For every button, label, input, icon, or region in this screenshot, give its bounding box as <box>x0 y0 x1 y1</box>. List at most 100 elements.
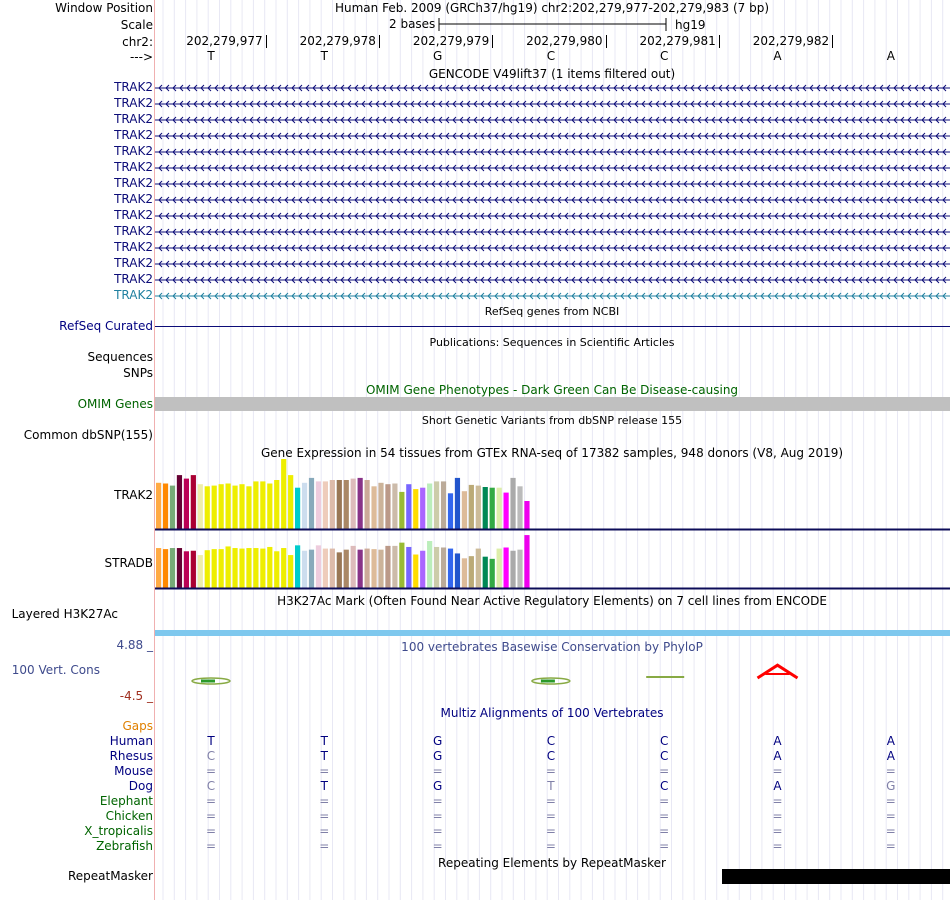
gtex-bar[interactable] <box>385 484 391 529</box>
gtex-bar[interactable] <box>434 481 440 529</box>
h3k27ac-label[interactable]: Layered H3K27Ac <box>11 607 118 621</box>
gtex-bar[interactable] <box>482 487 488 529</box>
gtex-bar[interactable] <box>378 482 384 529</box>
gtex-bar[interactable] <box>176 475 183 529</box>
gtex-bar[interactable] <box>246 548 252 588</box>
gtex-bar[interactable] <box>190 550 196 588</box>
gtex-bar[interactable] <box>343 549 349 588</box>
gtex-bar[interactable] <box>162 549 169 588</box>
gencode-transcript-label[interactable]: TRAK2 <box>114 288 153 302</box>
gtex-bar[interactable] <box>190 475 196 529</box>
gtex-bar[interactable] <box>239 484 245 529</box>
gtex-bar[interactable] <box>267 483 273 530</box>
gtex-bar[interactable] <box>281 548 287 588</box>
gtex-bar[interactable] <box>169 485 176 529</box>
gtex-bar[interactable] <box>204 550 210 588</box>
gtex-bar[interactable] <box>232 485 238 529</box>
gtex-bar[interactable] <box>162 483 169 530</box>
gtex-bar[interactable] <box>315 481 322 529</box>
transcript-line[interactable] <box>155 260 950 268</box>
gencode-transcript-label[interactable]: TRAK2 <box>114 96 153 110</box>
gtex-bar[interactable] <box>197 484 203 529</box>
gtex-gene-label-trak2[interactable]: TRAK2 <box>114 488 153 502</box>
gtex-chart[interactable] <box>155 455 950 590</box>
gtex-bar[interactable] <box>524 535 530 588</box>
gtex-bar[interactable] <box>427 541 433 588</box>
species-label[interactable]: Rhesus <box>109 749 153 763</box>
transcript-line[interactable] <box>155 132 950 140</box>
gtex-bar[interactable] <box>197 555 203 588</box>
gtex-bar[interactable] <box>176 548 183 588</box>
transcript-line[interactable] <box>155 148 950 156</box>
gtex-bar[interactable] <box>489 558 495 588</box>
gtex-bar[interactable] <box>336 552 342 588</box>
gtex-bar[interactable] <box>232 548 238 588</box>
transcript-line[interactable] <box>155 84 950 92</box>
gtex-bar[interactable] <box>329 480 335 529</box>
transcript-line[interactable] <box>155 180 950 188</box>
track-area[interactable]: Human Feb. 2009 (GRCh37/hg19) chr2:202,2… <box>155 0 950 900</box>
gtex-bar[interactable] <box>204 486 210 529</box>
gtex-bar[interactable] <box>329 548 335 588</box>
gtex-bar[interactable] <box>496 487 502 529</box>
gtex-gene-label-stradb[interactable]: STRADB <box>104 556 153 570</box>
species-label[interactable]: Zebrafish <box>96 839 153 853</box>
gtex-bar[interactable] <box>454 553 461 588</box>
gtex-bar[interactable] <box>510 477 516 529</box>
species-label[interactable]: Dog <box>128 779 153 793</box>
repeatmasker-label[interactable]: RepeatMasker <box>67 869 153 883</box>
gtex-bar[interactable] <box>246 486 252 529</box>
gtex-bar[interactable] <box>288 555 294 588</box>
gtex-bar[interactable] <box>156 548 162 588</box>
gtex-bar[interactable] <box>420 550 426 588</box>
transcript-line[interactable] <box>155 196 950 204</box>
phylop-conserved-mark[interactable] <box>756 663 799 680</box>
gtex-bar[interactable] <box>392 483 398 530</box>
gtex-bar[interactable] <box>406 484 412 529</box>
gtex-bar[interactable] <box>371 486 377 529</box>
gtex-bar[interactable] <box>461 558 467 588</box>
gtex-bar[interactable] <box>385 545 391 588</box>
gtex-bar[interactable] <box>357 549 363 588</box>
snps-label[interactable]: SNPs <box>123 366 153 380</box>
transcript-line[interactable] <box>155 100 950 108</box>
gtex-bar[interactable] <box>371 549 377 588</box>
phylop-mark[interactable] <box>531 677 571 685</box>
gencode-transcript-label[interactable]: TRAK2 <box>114 272 153 286</box>
gtex-bar[interactable] <box>440 481 447 529</box>
gtex-bar[interactable] <box>427 483 433 530</box>
gtex-bar[interactable] <box>225 546 231 588</box>
gtex-bar[interactable] <box>378 549 384 588</box>
gencode-transcript-label[interactable]: TRAK2 <box>114 256 153 270</box>
gtex-bar[interactable] <box>253 548 259 588</box>
gtex-bar[interactable] <box>281 459 287 529</box>
gtex-bar[interactable] <box>267 546 273 588</box>
gtex-bar[interactable] <box>336 480 342 529</box>
gtex-bar[interactable] <box>392 545 398 588</box>
gtex-bar[interactable] <box>315 545 322 588</box>
gtex-bar[interactable] <box>503 492 509 529</box>
dbsnp-label[interactable]: Common dbSNP(155) <box>23 428 153 442</box>
gencode-transcript-label[interactable]: TRAK2 <box>114 208 153 222</box>
sequences-label[interactable]: Sequences <box>87 350 153 364</box>
h3k27ac-bar[interactable] <box>155 630 950 636</box>
species-label[interactable]: Mouse <box>114 764 153 778</box>
gtex-bar[interactable] <box>260 481 266 529</box>
gtex-bar[interactable] <box>468 484 474 529</box>
gtex-bar[interactable] <box>156 482 162 529</box>
gtex-bar[interactable] <box>260 548 266 588</box>
phylop-mark[interactable] <box>191 677 231 685</box>
gencode-transcript-label[interactable]: TRAK2 <box>114 112 153 126</box>
gtex-bar[interactable] <box>225 483 231 530</box>
gtex-bar[interactable] <box>406 546 412 588</box>
gtex-bar[interactable] <box>322 548 328 588</box>
gtex-bar[interactable] <box>399 491 405 529</box>
gtex-bar[interactable] <box>447 493 454 529</box>
species-label[interactable]: Elephant <box>99 794 153 808</box>
gtex-bar[interactable] <box>454 477 461 529</box>
gtex-bar[interactable] <box>308 549 315 588</box>
gtex-bar[interactable] <box>211 485 217 529</box>
gtex-bar[interactable] <box>496 548 502 588</box>
species-label[interactable]: Human <box>109 734 153 748</box>
transcript-line[interactable] <box>155 276 950 284</box>
